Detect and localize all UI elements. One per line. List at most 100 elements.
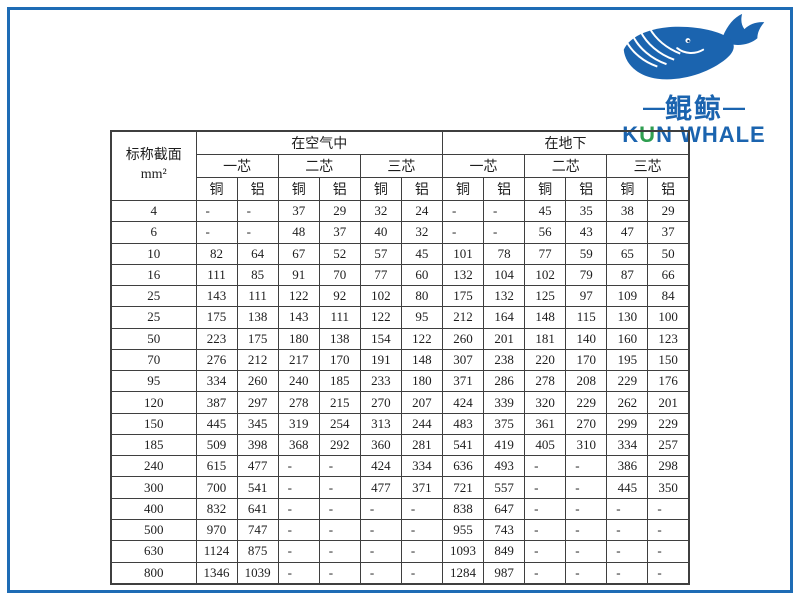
value-cell: 109 (606, 285, 649, 308)
material-header: 铝 (647, 177, 690, 201)
size-cell: 500 (110, 518, 197, 542)
value-cell: - (195, 221, 238, 244)
value-cell: 320 (524, 391, 567, 414)
group-header-air: 在空气中 (195, 130, 443, 155)
value-cell: - (277, 455, 320, 478)
value-cell: 148 (524, 306, 567, 329)
table-row: 4- -37 29 32 24- -45 35 38 29 (110, 199, 690, 223)
value-cell: - (359, 518, 402, 542)
value-cell: 260 (441, 327, 485, 350)
value-cell: - (359, 561, 402, 585)
value-cell: - (483, 199, 526, 223)
value-cell: 82 (195, 242, 238, 265)
value-cell: - (606, 497, 649, 520)
value-cell: 52 (318, 242, 361, 265)
value-cell: 80 (400, 285, 443, 308)
value-cell: 875 (236, 540, 279, 563)
value-cell: 176 (647, 370, 690, 393)
value-cell: 104 (483, 263, 526, 287)
value-cell: 175 (195, 306, 238, 329)
value-cell: 262 (606, 391, 649, 414)
value-cell: - (606, 561, 649, 585)
value-cell: 208 (565, 370, 608, 393)
table-row: 150 445 345 319 254 313 244 483 375 361 270 299 229 (110, 412, 690, 435)
value-cell: 201 (483, 327, 526, 350)
value-cell: 1124 (195, 540, 238, 563)
value-cell: 175 (441, 285, 485, 308)
material-header: 铝 (236, 177, 279, 201)
value-cell: 132 (441, 263, 485, 287)
value-cell: - (524, 561, 567, 585)
value-cell: 345 (236, 412, 279, 435)
value-cell: 299 (606, 412, 649, 435)
value-cell: - (318, 476, 361, 499)
value-cell: - (524, 455, 567, 478)
value-cell: 50 (647, 242, 690, 265)
value-cell: - (318, 518, 361, 542)
table-row: 25 143 111 122 92 102 80 175 132 125 97 109 84 (110, 285, 690, 308)
size-cell: 25 (110, 285, 197, 308)
value-cell: - (565, 540, 608, 563)
value-cell: 37 (647, 221, 690, 244)
value-cell: 493 (483, 455, 526, 478)
core-header: 三芯 (606, 154, 690, 178)
core-header: 二芯 (524, 154, 608, 178)
value-cell: 111 (195, 263, 238, 287)
value-cell: 138 (236, 306, 279, 329)
value-cell: 310 (565, 433, 608, 457)
value-cell: 260 (236, 370, 279, 393)
value-cell: 180 (400, 370, 443, 393)
value-cell: 747 (236, 518, 279, 542)
value-cell: 170 (318, 348, 361, 372)
value-cell: 229 (647, 412, 690, 435)
value-cell: 95 (400, 306, 443, 329)
value-cell: 477 (236, 455, 279, 478)
value-cell: - (647, 518, 690, 542)
value-cell: - (277, 540, 320, 563)
value-cell: 445 (195, 412, 238, 435)
size-cell: 10 (110, 242, 197, 265)
value-cell: 92 (318, 285, 361, 308)
table-body: 4- -37 29 32 24- -45 35 38 29 6- -48 37 40 32- -56 43 47… (110, 199, 690, 585)
value-cell: 97 (565, 285, 608, 308)
value-cell: 350 (647, 476, 690, 499)
value-cell: 217 (277, 348, 320, 372)
table-row: 95 334 260 240 185 233 180 371 286 278 208 229 176 (110, 370, 690, 393)
value-cell: 636 (441, 455, 485, 478)
value-cell: - (606, 518, 649, 542)
value-cell: - (524, 497, 567, 520)
value-cell: 85 (236, 263, 279, 287)
value-cell: - (277, 476, 320, 499)
size-cell: 6 (110, 221, 197, 244)
value-cell: 115 (565, 306, 608, 329)
value-cell: 102 (359, 285, 402, 308)
value-cell: 541 (441, 433, 485, 457)
value-cell: - (647, 540, 690, 563)
value-cell: - (318, 455, 361, 478)
size-cell: 16 (110, 263, 197, 287)
value-cell: 67 (277, 242, 320, 265)
value-cell: 270 (565, 412, 608, 435)
value-cell: 313 (359, 412, 402, 435)
size-cell: 70 (110, 348, 197, 372)
value-cell: - (606, 540, 649, 563)
value-cell: 148 (400, 348, 443, 372)
value-cell: - (647, 497, 690, 520)
value-cell: 123 (647, 327, 690, 350)
table-row: 16 111 85 91 70 77 60 132 104 102 79 87 66 (110, 263, 690, 287)
value-cell: 185 (318, 370, 361, 393)
dash-decoration-left: — (643, 95, 665, 120)
value-cell: 955 (441, 518, 485, 542)
value-cell: 483 (441, 412, 485, 435)
value-cell: 143 (195, 285, 238, 308)
material-header-row: 铜 铝 铜 铝 铜 铝 铜 铝 铜 铝 铜 铝 (111, 177, 690, 201)
value-cell: 84 (647, 285, 690, 308)
value-cell: 424 (441, 391, 485, 414)
value-cell: 125 (524, 285, 567, 308)
material-header: 铝 (565, 177, 608, 201)
value-cell: 281 (400, 433, 443, 457)
value-cell: 150 (647, 348, 690, 372)
value-cell: 78 (483, 242, 526, 265)
dash-decoration-right: — (723, 95, 745, 120)
